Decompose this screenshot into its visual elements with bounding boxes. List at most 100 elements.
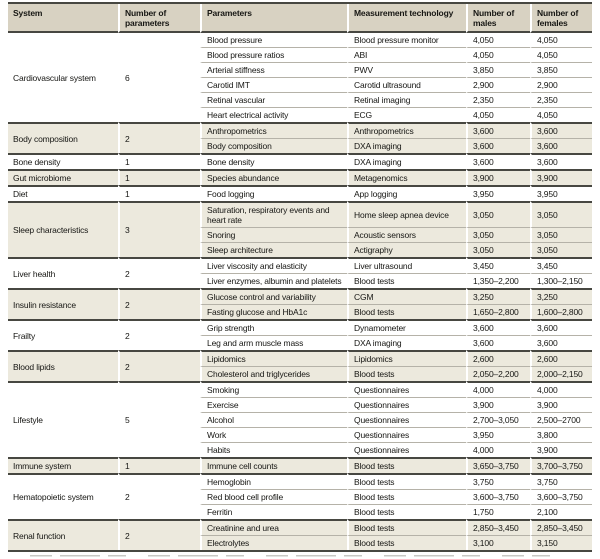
technology-cell: Blood tests — [347, 519, 466, 535]
females-count-cell: 3,250 — [530, 288, 592, 304]
column-header-measurement-technology: Measurement technology — [347, 4, 466, 33]
females-count-cell: 3,450 — [530, 257, 592, 273]
parameter-cell: Liver viscosity and elasticity — [200, 257, 347, 273]
males-count-cell: 3,100 — [466, 535, 530, 550]
table-row: Immune system 1 Immune cell counts Blood te… — [8, 457, 592, 473]
technology-cell: DXA imaging — [347, 138, 466, 153]
females-count-cell: 3,050 — [530, 201, 592, 227]
technology-cell: ECG — [347, 107, 466, 122]
parameter-cell: Arterial stiffness — [200, 62, 347, 77]
parameter-cell: Hemoglobin — [200, 473, 347, 489]
females-count-cell: 3,600 — [530, 335, 592, 350]
technology-cell: Questionnaires — [347, 397, 466, 412]
males-count-cell: 1,750 — [466, 504, 530, 519]
system-cell: Diet — [8, 185, 118, 201]
table-row: Ferritin Blood tests 1,750 2,100 — [8, 504, 592, 519]
parameter-cell: Food logging — [200, 185, 347, 201]
parameter-cell: Saturation, respiratory events and heart… — [200, 201, 347, 227]
parameters-table-wrapper: System Number of parameters Parameters M… — [8, 2, 592, 552]
males-count-cell: 3,600 — [466, 138, 530, 153]
technology-cell: Questionnaires — [347, 442, 466, 457]
parameter-cell: Exercise — [200, 397, 347, 412]
males-count-cell: 3,600 — [466, 153, 530, 169]
table-row: Gut microbiome 1 Species abundance Metageno… — [8, 169, 592, 185]
table-row: Body composition 2 Anthropometrics Anthropo… — [8, 122, 592, 153]
num-parameters-cell: 2 — [118, 350, 200, 381]
females-count-cell: 2,850–3,450 — [530, 519, 592, 535]
females-count-cell: 3,750 — [530, 473, 592, 489]
num-parameters-cell: 1 — [118, 169, 200, 185]
females-count-cell: 4,050 — [530, 47, 592, 62]
system-cell: Renal function — [8, 519, 118, 550]
females-count-cell: 3,900 — [530, 397, 592, 412]
males-count-cell: 2,050–2,200 — [466, 366, 530, 381]
technology-cell: Acoustic sensors — [347, 227, 466, 242]
parameter-cell: Ferritin — [200, 504, 347, 519]
technology-cell: Questionnaires — [347, 412, 466, 427]
males-count-cell: 3,950 — [466, 427, 530, 442]
males-count-cell: 2,600 — [466, 350, 530, 366]
num-parameters-cell: 5 — [118, 381, 200, 457]
parameter-cell: Blood pressure ratios — [200, 47, 347, 62]
parameter-cell: Electrolytes — [200, 535, 347, 550]
system-cell: Frailty — [8, 319, 118, 350]
technology-cell: Home sleep apnea device — [347, 201, 466, 227]
parameter-cell: Retinal vascular — [200, 92, 347, 107]
num-parameters-cell: 2 — [118, 319, 200, 350]
parameter-cell: Smoking — [200, 381, 347, 397]
technology-cell: PWV — [347, 62, 466, 77]
system-cell: Cardiovascular system — [8, 33, 118, 122]
males-count-cell: 4,050 — [466, 33, 530, 47]
males-count-cell: 4,050 — [466, 47, 530, 62]
table-row: Fasting glucose and HbA1c Blood tests 1,65… — [8, 304, 592, 319]
system-cell: Bone density — [8, 153, 118, 169]
technology-cell: Blood tests — [347, 504, 466, 519]
males-count-cell: 3,600 — [466, 319, 530, 335]
females-count-cell: 1,600–2,800 — [530, 304, 592, 319]
table-row: Retinal vascular Retinal imaging 2,350 2,35… — [8, 92, 592, 107]
system-cell: Body composition — [8, 122, 118, 153]
females-count-cell: 2,900 — [530, 77, 592, 92]
num-parameters-cell: 1 — [118, 153, 200, 169]
table-row: Frailty 2 Grip strength Dynamometer 3,600 3,6… — [8, 319, 592, 350]
column-header-num-parameters: Number of parameters — [118, 4, 200, 33]
females-count-cell: 4,050 — [530, 107, 592, 122]
males-count-cell: 4,050 — [466, 107, 530, 122]
system-cell: Blood lipids — [8, 350, 118, 381]
parameter-cell: Leg and arm muscle mass — [200, 335, 347, 350]
males-count-cell: 3,250 — [466, 288, 530, 304]
parameter-cell: Snoring — [200, 227, 347, 242]
parameter-cell: Grip strength — [200, 319, 347, 335]
technology-cell: Blood pressure monitor — [347, 33, 466, 47]
table-row: Insulin resistance 2 Glucose control and v… — [8, 288, 592, 319]
table-row: Bone density 1 Bone density DXA imaging 3,60… — [8, 153, 592, 169]
females-count-cell: 3,050 — [530, 227, 592, 242]
males-count-cell: 3,050 — [466, 227, 530, 242]
females-count-cell: 2,350 — [530, 92, 592, 107]
table-body: Cardiovascular system 6 Blood pressure Bloo… — [8, 33, 592, 550]
females-count-cell: 3,900 — [530, 169, 592, 185]
technology-cell: Blood tests — [347, 366, 466, 381]
technology-cell: Blood tests — [347, 304, 466, 319]
females-count-cell: 3,700–3,750 — [530, 457, 592, 473]
parameter-cell: Lipidomics — [200, 350, 347, 366]
males-count-cell: 3,650–3,750 — [466, 457, 530, 473]
table-row: Renal function 2 Creatinine and urea Blood … — [8, 519, 592, 550]
technology-cell: DXA imaging — [347, 153, 466, 169]
males-count-cell: 3,850 — [466, 62, 530, 77]
num-parameters-cell: 1 — [118, 457, 200, 473]
technology-cell: Dynamometer — [347, 319, 466, 335]
parameter-cell: Heart electrical activity — [200, 107, 347, 122]
females-count-cell: 2,500–2700 — [530, 412, 592, 427]
females-count-cell: 2,100 — [530, 504, 592, 519]
table-header: System Number of parameters Parameters M… — [8, 4, 592, 33]
females-count-cell: 3,600 — [530, 153, 592, 169]
females-count-cell: 1,300–2,150 — [530, 273, 592, 288]
males-count-cell: 3,600–3,750 — [466, 489, 530, 504]
technology-cell: Lipidomics — [347, 350, 466, 366]
column-header-num-females: Number of females — [530, 4, 592, 33]
table-row: Sleep characteristics 3 Saturation, respir… — [8, 201, 592, 257]
table-row: Alcohol Questionnaires 2,700–3,050 2,500–27… — [8, 412, 592, 427]
technology-cell: App logging — [347, 185, 466, 201]
table-row: Cholesterol and triglycerides Blood tests… — [8, 366, 592, 381]
